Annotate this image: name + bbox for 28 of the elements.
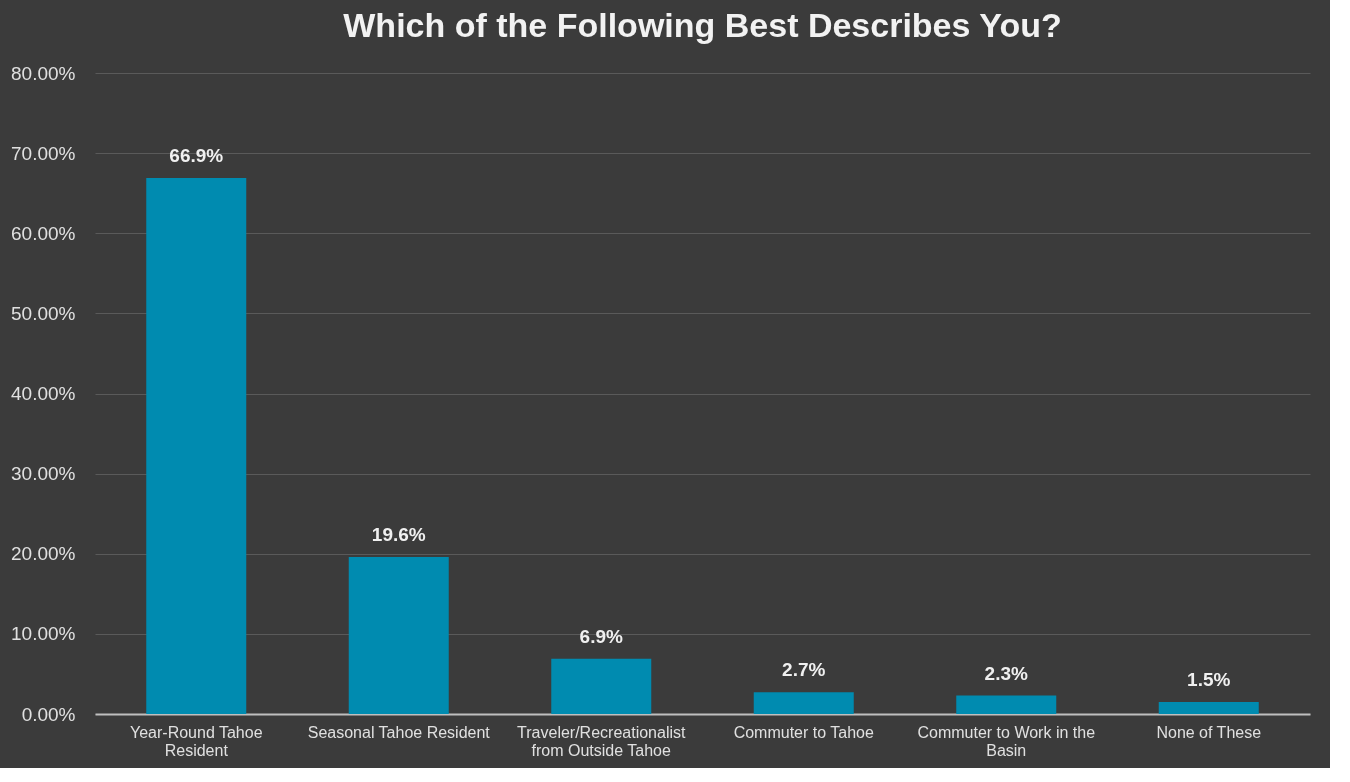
x-tick-label: Commuter to Work in the Basin <box>917 723 1096 759</box>
y-tick-label: 10.00% <box>11 623 76 645</box>
y-tick-label: 70.00% <box>11 142 76 164</box>
x-tick-label: Year-Round Tahoe Resident <box>129 723 263 759</box>
y-tick-label: 50.00% <box>11 302 76 324</box>
y-tick-label: 60.00% <box>11 222 76 244</box>
chart-title: Which of the Following Best Describes You? <box>343 6 1062 44</box>
data-label: 6.9% <box>579 625 624 647</box>
y-tick-label: 80.00% <box>11 62 76 84</box>
data-label: 66.9% <box>169 144 224 166</box>
y-tick-label: 0.00% <box>21 703 76 725</box>
y-tick-label: 20.00% <box>11 543 76 565</box>
x-tick-label: Seasonal Tahoe Resident <box>307 723 491 741</box>
bar <box>956 695 1057 714</box>
bar <box>551 658 652 714</box>
data-label: 1.5% <box>1187 668 1231 690</box>
x-tick-label: Traveler/Recreationalist from Outside Tahoe <box>517 723 686 759</box>
bar <box>146 177 247 714</box>
y-tick-label: 40.00% <box>11 383 76 404</box>
bar <box>348 556 449 714</box>
data-label: 2.7% <box>782 659 826 681</box>
data-label: 2.3% <box>984 662 1029 684</box>
bar <box>1158 701 1259 714</box>
y-tick-label: 30.00% <box>11 463 76 485</box>
x-tick-label: None of These <box>1156 723 1262 741</box>
bar <box>753 692 854 714</box>
x-tick-label: Commuter to Tahoe <box>733 723 874 741</box>
data-label: 19.6% <box>371 523 426 545</box>
